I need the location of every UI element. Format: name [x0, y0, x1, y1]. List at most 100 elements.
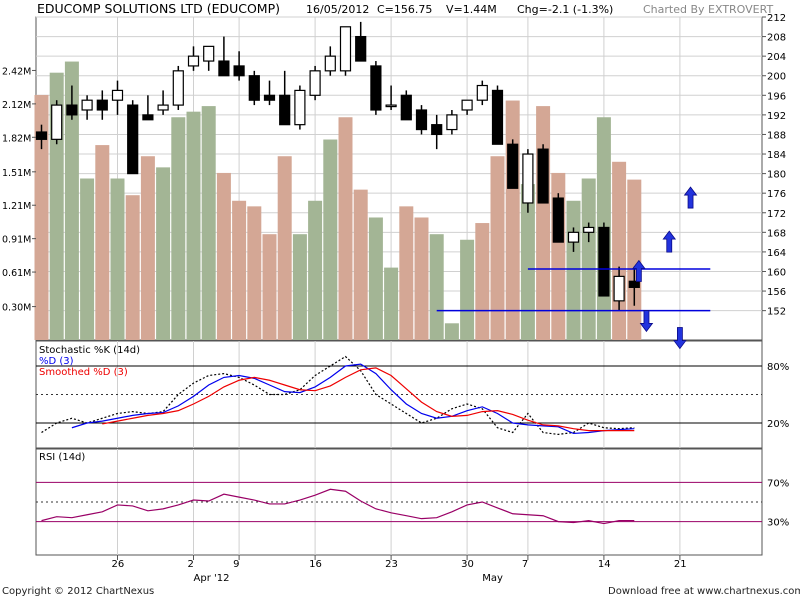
x-tick-label: 23 — [385, 559, 398, 570]
down-arrow — [673, 327, 687, 350]
candle-body — [385, 104, 397, 108]
candle-body — [51, 104, 63, 140]
volume-bar — [520, 184, 535, 340]
stochastic-level-label: 20% — [767, 419, 789, 430]
candle-body — [294, 89, 306, 126]
candle-body — [583, 226, 595, 233]
volume-bar — [490, 156, 505, 340]
volume-bar — [201, 106, 216, 340]
volume-bar — [399, 206, 414, 340]
candle-body — [507, 143, 519, 189]
candle-body — [248, 75, 260, 101]
rsi-level-label: 70% — [767, 478, 789, 489]
close-readout: C=156.75 — [377, 3, 433, 16]
volume-bar — [292, 234, 307, 340]
volume-bar — [95, 145, 110, 340]
candle-body — [81, 99, 93, 111]
candle-body — [537, 148, 549, 204]
up-arrow — [662, 230, 677, 253]
candle-body — [613, 275, 625, 302]
stochastic-d-legend: %D (3) — [39, 356, 74, 367]
candle-body — [446, 114, 458, 131]
volume-bar — [612, 161, 627, 340]
down-arrow — [639, 310, 654, 333]
stochastic-title: Stochastic %K (14d) — [39, 345, 140, 356]
stochastic-d-line — [71, 363, 635, 435]
volume-tick-label: 1.21M — [2, 201, 31, 212]
month-label: May — [482, 573, 503, 584]
volume-bar — [429, 234, 444, 340]
candle-body — [552, 197, 564, 243]
volume-bar — [460, 239, 475, 340]
volume-bar — [186, 111, 201, 340]
volume-tick-label: 0.91M — [2, 235, 31, 246]
price-tick-label: 172 — [767, 209, 786, 220]
candle-body — [370, 65, 382, 111]
candle-body — [491, 89, 504, 145]
volume-bar — [308, 200, 323, 340]
volume-bar — [64, 61, 79, 340]
candle-body — [567, 231, 580, 243]
price-tick-label: 200 — [767, 72, 786, 83]
candle-body — [431, 124, 443, 136]
rsi-line — [41, 488, 635, 525]
price-tick-label: 208 — [767, 33, 786, 44]
candle-body — [476, 84, 488, 101]
candle-body — [522, 153, 534, 204]
volume-bar — [125, 195, 140, 340]
volume-readout: V=1.44M — [446, 3, 497, 16]
x-tick-label: 21 — [674, 559, 687, 570]
x-tick-label: 30 — [461, 559, 474, 570]
copyright-text: Copyright © 2012 ChartNexus — [2, 586, 155, 597]
date-readout: 16/05/2012 — [306, 3, 370, 16]
change-readout: Chg=-2.1 (-1.3%) — [517, 3, 614, 16]
price-tick-label: 196 — [767, 91, 786, 102]
candle-body — [172, 70, 184, 106]
volume-tick-label: 0.30M — [2, 303, 31, 314]
candle-body — [203, 45, 215, 62]
candle-body — [415, 109, 428, 131]
volume-bar — [384, 267, 399, 340]
candle-body — [233, 65, 245, 77]
candle-body — [355, 35, 367, 62]
up-arrow — [632, 259, 646, 282]
x-tick-label: 2 — [188, 559, 194, 570]
price-tick-label: 204 — [767, 52, 786, 63]
volume-bar — [566, 200, 581, 340]
volume-tick-label: 1.51M — [2, 168, 31, 179]
volume-tick-label: 2.12M — [2, 100, 31, 111]
price-tick-label: 156 — [767, 287, 786, 298]
candle-body — [66, 104, 78, 116]
candle-body — [324, 55, 336, 72]
price-tick-label: 184 — [767, 150, 786, 161]
volume-bar — [581, 178, 596, 340]
volume-bar — [414, 217, 429, 340]
price-tick-label: 176 — [767, 189, 786, 200]
stochastic-smoothed-line — [102, 367, 635, 432]
candle-body — [142, 114, 154, 121]
volume-bar — [140, 156, 155, 340]
candle-body — [127, 104, 139, 175]
candle-body — [598, 226, 610, 297]
rsi-panel — [35, 448, 763, 556]
rsi-title: RSI (14d) — [39, 452, 85, 463]
candle-body — [218, 60, 230, 77]
x-tick-label: 14 — [598, 559, 611, 570]
volume-bar — [627, 179, 642, 340]
volume-tick-label: 1.82M — [2, 133, 31, 144]
x-tick-label: 26 — [112, 559, 125, 570]
rsi-level-label: 30% — [767, 518, 789, 529]
volume-bar — [475, 223, 490, 340]
volume-bar — [505, 100, 520, 340]
download-link[interactable]: Download free at www.chartnexus.com — [608, 586, 800, 597]
volume-bar — [110, 178, 125, 340]
volume-bar — [536, 106, 551, 340]
volume-bar — [338, 117, 353, 340]
volume-bar — [323, 139, 338, 340]
up-arrow — [683, 186, 698, 209]
chart-title: EDUCOMP SOLUTIONS LTD (EDUCOMP) — [37, 1, 281, 16]
price-tick-label: 168 — [767, 228, 786, 239]
price-tick-label: 152 — [767, 307, 786, 318]
volume-bar — [444, 323, 459, 340]
